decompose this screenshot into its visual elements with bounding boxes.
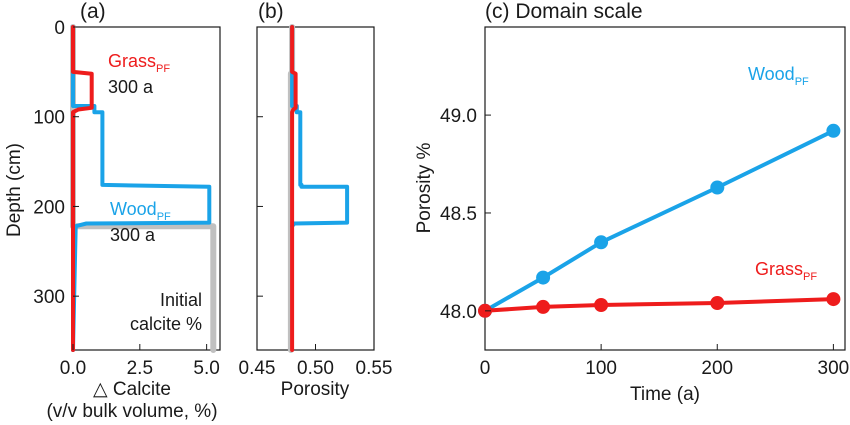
panel-b-xlabel: Porosity: [281, 379, 350, 400]
grass-annotation-a: GrassPF: [108, 51, 170, 75]
panel-b: 0.45 0.50 0.55 (b) Porosity: [239, 0, 393, 400]
panel-c-label: (c) Domain scale: [485, 0, 643, 23]
panel-a-ticks: 0.0 2.5 5.0 0 100 200 300: [33, 18, 220, 379]
initial-annotation-line2: calcite %: [130, 314, 202, 334]
panel-a-xlabel: △ Calcite: [93, 379, 171, 400]
panel-b-label: (b): [258, 0, 284, 23]
panel-c-frame: [484, 26, 846, 351]
wood-annotation-c-main: Wood: [748, 64, 795, 84]
grass-annotation-c-main: Grass: [755, 259, 803, 279]
wood-annotation-line2: 300 a: [110, 225, 156, 245]
y-tick-label-0-0: 0: [54, 18, 65, 39]
panel-a-series: [70, 24, 217, 353]
grass-annotation-sub: PF: [156, 63, 170, 75]
series-line-2-0: [483, 128, 836, 313]
x-tick-label-0-0: 0.0: [60, 358, 86, 379]
x-tick-label-1-2: 0.55: [356, 358, 393, 379]
wood-annotation-c-sub: PF: [795, 76, 809, 88]
wood-annotation-a: WoodPF: [110, 199, 171, 223]
series-line-0-1: [71, 25, 212, 352]
y-tick-label-2-2: 49.0: [440, 106, 477, 127]
series-line-0-2: [71, 25, 94, 352]
data-point-1-2: [594, 298, 609, 312]
panel-c-ylabel: Porosity %: [414, 142, 435, 233]
initial-annotation: Initial: [160, 290, 202, 310]
x-tick-label-0-2: 5.0: [193, 358, 219, 379]
panel-a-label: (a): [80, 0, 106, 23]
series-line-1-2: [290, 25, 298, 352]
x-tick-label-2-1: 100: [585, 358, 617, 379]
panel-b-ticks: 0.45 0.50 0.55: [239, 26, 393, 379]
x-tick-label-2-3: 300: [818, 358, 850, 379]
x-tick-label-0-1: 2.5: [127, 358, 153, 379]
panel-a: 0.0 2.5 5.0 0 100 200 300 (a) Depth (cm) △ Cal…: [4, 0, 221, 422]
panel-c-ticks: 0 100 200 300 48.0 48.5 49.0: [440, 106, 849, 379]
y-tick-label-2-0: 48.0: [440, 302, 477, 323]
x-tick-label-2-2: 200: [701, 358, 733, 379]
series-line-1-1: [290, 25, 350, 229]
data-point-1-4: [826, 292, 841, 307]
data-point-0-3: [710, 180, 725, 195]
data-point-1-1: [536, 299, 551, 314]
panel-c-xlabel: Time (a): [630, 384, 700, 405]
wood-annotation-c: WoodPF: [748, 64, 809, 88]
data-point-1-3: [710, 296, 725, 310]
x-tick-label-1-1: 0.50: [297, 358, 334, 379]
grass-annotation-line2: 300 a: [108, 77, 154, 97]
grass-annotation-c: GrassPF: [755, 259, 817, 283]
wood-annotation-sub: PF: [157, 211, 171, 223]
data-point-0-2: [594, 235, 609, 250]
x-tick-label-2-0: 0: [480, 358, 491, 379]
y-tick-label-2-1: 48.5: [440, 204, 477, 225]
grass-annotation-main: Grass: [108, 51, 156, 71]
wood-annotation-main: Wood: [110, 199, 157, 219]
data-point-0-1: [536, 270, 551, 285]
y-tick-label-0-2: 200: [33, 197, 65, 218]
grass-annotation-c-sub: PF: [803, 271, 817, 283]
panel-b-series: [287, 24, 350, 353]
x-tick-label-1-0: 0.45: [239, 358, 276, 379]
panel-a-xlabel-units: (v/v bulk volume, %): [46, 401, 217, 422]
panel-a-ylabel: Depth (cm): [4, 143, 25, 237]
y-tick-label-0-3: 300: [33, 287, 65, 308]
data-point-0-4: [826, 123, 841, 138]
panel-c-series: [478, 123, 841, 318]
y-tick-label-0-1: 100: [33, 108, 65, 129]
